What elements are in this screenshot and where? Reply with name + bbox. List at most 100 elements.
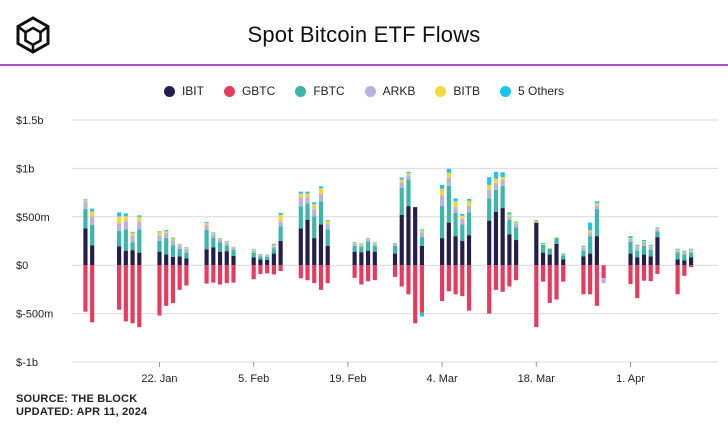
bar-bitb[interactable] — [258, 254, 263, 256]
bar-bitb[interactable] — [594, 203, 599, 206]
bar-arkb[interactable] — [628, 239, 633, 242]
bar-5-others[interactable] — [581, 245, 586, 247]
bar-bitb[interactable] — [655, 228, 660, 230]
bar-ibit[interactable] — [372, 251, 377, 266]
bar-arkb[interactable] — [177, 245, 182, 249]
bar-gbtc[interactable] — [325, 265, 330, 284]
bar-arkb[interactable] — [305, 197, 310, 204]
bar-5-others[interactable] — [534, 220, 539, 222]
bar-ibit[interactable] — [540, 252, 546, 266]
bar-arkb[interactable] — [601, 278, 606, 284]
bar-ibit[interactable] — [278, 241, 283, 266]
bar-bitb[interactable] — [581, 246, 586, 248]
bar-fbtc[interactable] — [392, 245, 398, 254]
bar-bitb[interactable] — [493, 178, 499, 184]
bar-arkb[interactable] — [514, 224, 519, 228]
bar-arkb[interactable] — [507, 216, 512, 220]
bar-bitb[interactable] — [554, 237, 559, 239]
bar-5-others[interactable] — [137, 215, 142, 217]
bar-fbtc[interactable] — [271, 248, 276, 254]
bar-bitb[interactable] — [406, 173, 411, 176]
bar-gbtc[interactable] — [366, 265, 371, 282]
bar-5-others[interactable] — [352, 241, 357, 243]
bar-5-others[interactable] — [123, 213, 128, 217]
bar-ibit[interactable] — [90, 245, 95, 266]
bar-arkb[interactable] — [399, 182, 404, 188]
bar-fbtc[interactable] — [440, 206, 445, 239]
bar-bitb[interactable] — [123, 216, 128, 222]
bar-5-others[interactable] — [211, 232, 216, 233]
bar-fbtc[interactable] — [278, 226, 283, 241]
bar-5-others[interactable] — [305, 191, 310, 194]
bar-bitb[interactable] — [453, 201, 458, 208]
bar-ibit[interactable] — [655, 237, 660, 266]
bar-5-others[interactable] — [325, 220, 330, 222]
bar-gbtc[interactable] — [157, 265, 162, 316]
bar-gbtc[interactable] — [137, 265, 142, 328]
bar-gbtc[interactable] — [601, 265, 606, 279]
bar-fbtc[interactable] — [318, 201, 324, 225]
bar-gbtc[interactable] — [648, 265, 653, 282]
bar-ibit[interactable] — [399, 214, 404, 266]
bar-ibit[interactable] — [682, 260, 687, 266]
bar-gbtc[interactable] — [258, 265, 263, 274]
bar-gbtc[interactable] — [352, 265, 357, 278]
bar-5-others[interactable] — [419, 229, 424, 231]
bar-arkb[interactable] — [164, 232, 169, 239]
bar-5-others[interactable] — [170, 237, 176, 239]
bar-5-others[interactable] — [359, 243, 364, 244]
bar-fbtc[interactable] — [211, 237, 216, 248]
bar-5-others[interactable] — [258, 254, 263, 255]
bar-arkb[interactable] — [641, 241, 647, 246]
bar-arkb[interactable] — [184, 248, 189, 253]
bar-bitb[interactable] — [514, 222, 519, 225]
bar-gbtc[interactable] — [440, 265, 445, 302]
bar-5-others[interactable] — [588, 222, 593, 231]
bar-bitb[interactable] — [588, 230, 593, 233]
bar-gbtc[interactable] — [251, 265, 256, 280]
bar-ibit[interactable] — [675, 259, 680, 266]
bar-bitb[interactable] — [177, 244, 182, 246]
bar-arkb[interactable] — [594, 205, 599, 210]
bar-5-others[interactable] — [177, 243, 182, 245]
legend-item-ibit[interactable]: IBIT — [163, 84, 204, 98]
bar-fbtc[interactable] — [682, 254, 687, 261]
bar-ibit[interactable] — [392, 253, 398, 266]
bar-5-others[interactable] — [440, 184, 445, 189]
bar-5-others[interactable] — [507, 212, 512, 215]
bar-fbtc[interactable] — [157, 241, 162, 252]
bar-ibit[interactable] — [359, 252, 364, 266]
bar-gbtc[interactable] — [641, 265, 647, 281]
bar-arkb[interactable] — [231, 247, 236, 250]
bar-fbtc[interactable] — [689, 252, 694, 258]
bar-5-others[interactable] — [90, 208, 95, 212]
bar-fbtc[interactable] — [366, 241, 371, 251]
bar-ibit[interactable] — [298, 228, 303, 266]
bar-5-others[interactable] — [628, 236, 633, 239]
bar-fbtc[interactable] — [487, 198, 492, 221]
bar-arkb[interactable] — [446, 177, 451, 186]
bar-fbtc[interactable] — [446, 185, 451, 223]
bar-ibit[interactable] — [453, 236, 458, 266]
bar-bitb[interactable] — [507, 214, 512, 217]
bar-5-others[interactable] — [655, 227, 660, 229]
bar-fbtc[interactable] — [184, 252, 189, 259]
bar-ibit[interactable] — [217, 251, 223, 266]
bar-bitb[interactable] — [675, 249, 680, 251]
bar-ibit[interactable] — [318, 224, 324, 266]
bar-fbtc[interactable] — [231, 249, 236, 256]
bar-gbtc[interactable] — [675, 265, 680, 295]
bar-ibit[interactable] — [561, 259, 566, 266]
bar-fbtc[interactable] — [258, 256, 263, 260]
bar-bitb[interactable] — [318, 188, 324, 195]
bar-gbtc[interactable] — [507, 265, 512, 287]
bar-5-others[interactable] — [231, 246, 236, 248]
bar-gbtc[interactable] — [204, 265, 209, 284]
legend-item-bitb[interactable]: BITB — [435, 84, 480, 98]
bar-5-others[interactable] — [514, 221, 519, 223]
bar-gbtc[interactable] — [446, 265, 451, 292]
bar-gbtc[interactable] — [453, 265, 458, 295]
bar-5-others[interactable] — [312, 202, 317, 205]
bar-fbtc[interactable] — [507, 219, 512, 235]
bar-bitb[interactable] — [130, 232, 135, 236]
